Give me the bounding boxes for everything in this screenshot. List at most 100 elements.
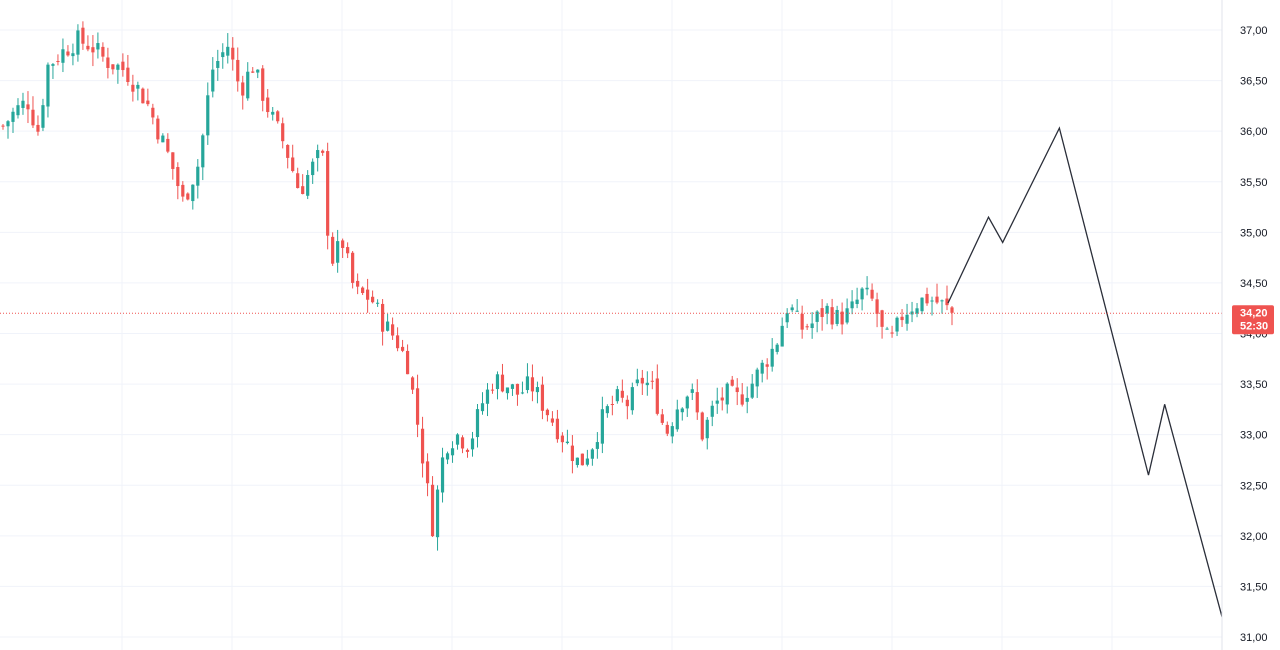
candle-body <box>600 409 604 444</box>
candle <box>675 399 679 432</box>
current-price-label: 34,20 <box>1240 307 1268 319</box>
candle <box>256 69 260 79</box>
candle <box>765 358 769 380</box>
candle-body <box>550 418 555 423</box>
candle <box>945 285 949 311</box>
candle-body <box>131 84 135 92</box>
candle-body <box>575 457 579 466</box>
candle <box>530 364 535 402</box>
candle <box>91 35 95 67</box>
candle-body <box>900 316 904 321</box>
candle-body <box>470 438 475 450</box>
candle <box>655 364 659 416</box>
candle-body <box>445 453 450 460</box>
candle-body <box>176 167 180 187</box>
candle-body <box>640 377 644 384</box>
candle <box>405 344 410 375</box>
candle-body <box>830 307 834 325</box>
candle <box>21 92 25 115</box>
candle-body <box>885 328 889 330</box>
candle <box>900 309 904 327</box>
candle-body <box>420 428 425 464</box>
candle-body <box>21 100 25 108</box>
candle-body <box>435 489 440 538</box>
candle <box>475 404 480 448</box>
candle-body <box>405 350 410 375</box>
candle <box>395 327 400 352</box>
candle <box>81 21 85 50</box>
candle-body <box>515 383 520 395</box>
candle-body <box>96 43 100 50</box>
candle <box>685 395 689 417</box>
candle <box>630 382 634 415</box>
candle-body <box>605 406 609 414</box>
candle <box>121 53 125 77</box>
candle-body <box>121 61 125 71</box>
candle-body <box>66 51 70 56</box>
candle <box>281 117 285 149</box>
candle <box>690 383 694 401</box>
candle-body <box>630 387 634 411</box>
candle-body <box>116 64 120 70</box>
candle-body <box>615 389 619 402</box>
candle <box>715 387 719 414</box>
candle-body <box>196 166 200 186</box>
candle <box>86 35 90 52</box>
y-tick-label: 31,00 <box>1240 632 1268 644</box>
candle-body <box>390 324 395 336</box>
candle <box>650 371 654 390</box>
candle <box>410 376 415 394</box>
candle <box>845 298 849 325</box>
candle-body <box>216 61 220 68</box>
candle <box>545 408 550 422</box>
candle <box>850 290 854 315</box>
y-tick-label: 32,00 <box>1240 531 1268 543</box>
candle <box>455 433 460 450</box>
candle <box>196 159 200 199</box>
candle-body <box>336 241 340 263</box>
candle <box>635 368 639 387</box>
candle <box>890 325 894 338</box>
candle-body <box>415 388 420 425</box>
y-tick-label: 33,00 <box>1240 430 1268 442</box>
price-axis[interactable]: 37,0036,5036,0035,5035,0034,5034,0033,50… <box>1221 0 1280 650</box>
candle <box>550 411 555 426</box>
candle-body <box>146 100 150 105</box>
candle <box>470 431 475 457</box>
candle-body <box>815 311 819 322</box>
candle-body <box>241 82 245 96</box>
candle-body <box>356 280 360 287</box>
candle <box>236 47 240 92</box>
candle-body <box>635 379 639 384</box>
candle-body <box>740 394 744 405</box>
candle <box>730 375 734 387</box>
candle <box>725 382 729 414</box>
candle-body <box>680 408 684 413</box>
candle-body <box>510 384 515 389</box>
candle-body <box>690 389 694 393</box>
candle <box>600 396 604 454</box>
candle <box>540 376 545 420</box>
candle <box>56 54 60 66</box>
projection-line[interactable] <box>947 126 1229 638</box>
candle-body <box>485 389 490 404</box>
candle-body <box>620 390 624 398</box>
candle-body <box>266 97 270 113</box>
candle <box>206 82 210 145</box>
candle-body <box>745 397 749 402</box>
candle <box>136 81 140 101</box>
candle-body <box>570 445 574 462</box>
candle <box>570 435 574 474</box>
candle <box>420 416 425 478</box>
candle-body <box>530 377 535 392</box>
candle-body <box>321 150 325 153</box>
candle-body <box>895 317 899 332</box>
candle-body <box>181 184 185 197</box>
candle <box>950 305 954 326</box>
candle <box>810 312 814 339</box>
candle <box>306 170 310 200</box>
candle <box>905 303 909 331</box>
candle <box>435 485 440 551</box>
